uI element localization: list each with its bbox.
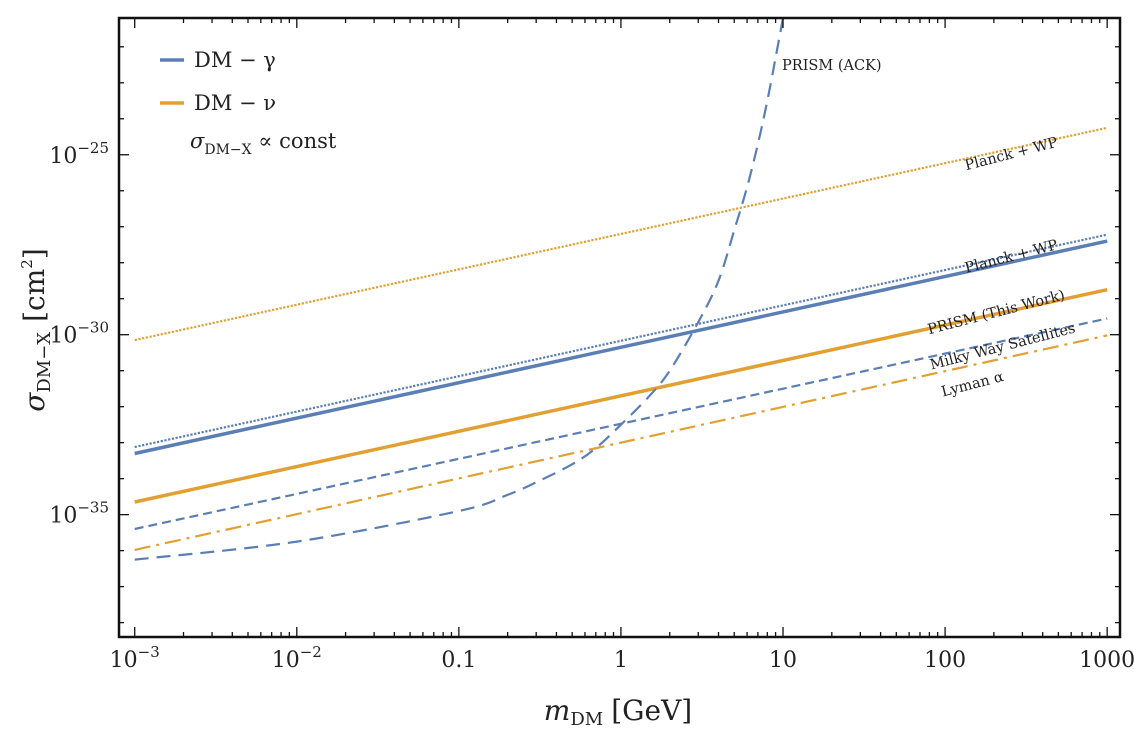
legend-note-sub: DM−X [204,142,251,158]
series-line-3 [134,287,1108,504]
y-axis-title-sub: DM−X [34,332,55,393]
y-tick-label-base-1: 10 [49,324,77,349]
x-tick-label-0: 10−3 [110,643,160,673]
x-tick-label-exp-1: −2 [300,643,322,661]
x-axis-title: mDM [GeV] [544,694,692,730]
x-tick-label-3: 1 [614,648,628,673]
series-line-2 [134,239,1108,456]
x-tick-label-base-1: 10 [272,648,300,673]
y-tick-label-exp-0: −25 [77,139,109,157]
x-tick-label-2: 0.1 [441,648,476,673]
series-line-6 [134,18,785,561]
x-tick-label-exp-0: −3 [138,643,160,661]
curves-group [134,18,1108,561]
y-axis-title-unit-sup: 2 [18,259,36,269]
x-tick-label-6: 1000 [1079,648,1134,673]
legend-note: σDM−X ∝ const [190,129,337,158]
y-tick-label-0: 10−25 [49,139,109,169]
legend-label-dm-neutrino: DM − ν [194,91,276,115]
y-tick-label-exp-1: −30 [77,319,109,337]
y-tick-label-exp-2: −35 [77,499,109,517]
curve-label-2: Planck + WP [963,237,1060,276]
y-tick-label-2: 10−35 [49,499,109,529]
x-axis-title-sub: DM [570,709,603,730]
x-tick-label-5: 100 [924,648,966,673]
plot-frame [117,16,1122,639]
y-axis-title-unit-close: ] [18,248,51,259]
y-tick-label-1: 10−30 [49,319,109,349]
curve-label-1: Planck + WP [963,135,1060,174]
x-axis-title-main: m [544,694,571,727]
y-tick-label-base-2: 10 [49,504,77,529]
y-axis-title: σDM−X [cm2] [18,248,55,412]
y-axis-title-main: σ [18,392,51,412]
legend-note-tail: ∝ const [252,129,337,153]
legend: DM − γ DM − ν σDM−X ∝ const [160,48,337,158]
x-tick-label-1: 10−2 [272,643,322,673]
legend-label-dm-photon: DM − γ [194,48,276,72]
series-line-0 [134,126,1108,342]
y-tick-label-base-0: 10 [49,144,77,169]
legend-note-sigma: σ [190,129,205,153]
x-axis-title-unit: [GeV] [611,694,692,727]
curve-label-5: Lyman α [940,369,1006,400]
x-tick-label-base-0: 10 [110,648,138,673]
series-line-1 [134,233,1108,449]
y-axis-title-unit: [cm [18,269,51,322]
x-tick-label-4: 10 [769,648,797,673]
series-line-5 [134,334,1108,551]
curve-label-0: PRISM (ACK) [782,58,882,74]
